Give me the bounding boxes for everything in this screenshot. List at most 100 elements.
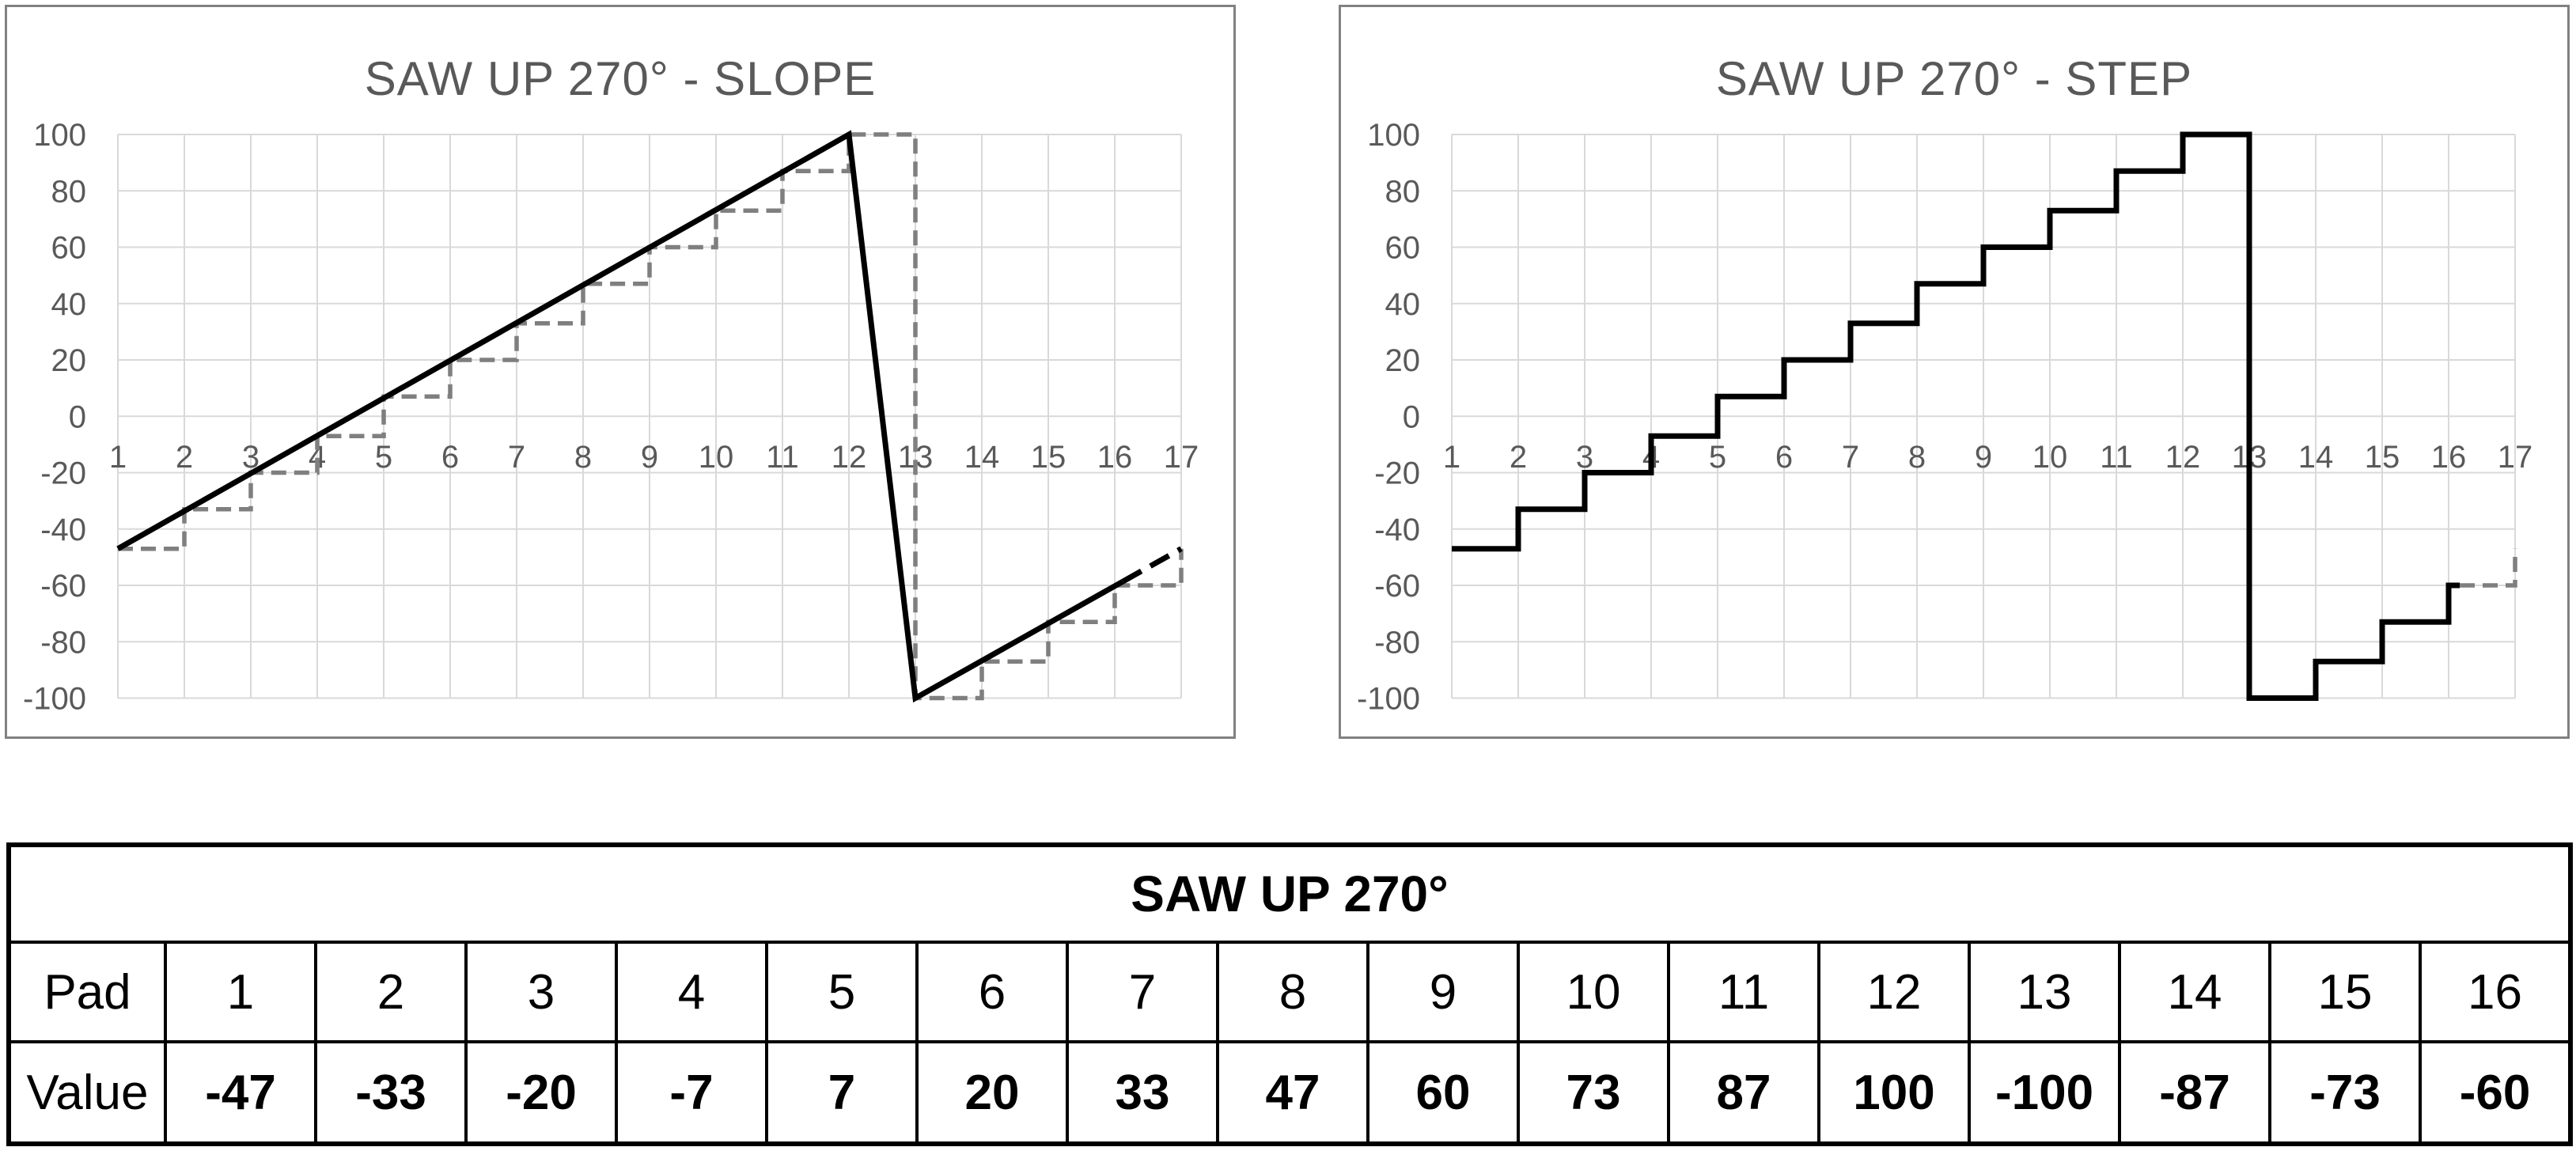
y-tick-label: -100: [1357, 682, 1420, 717]
x-tick-label: 7: [1842, 440, 1859, 475]
value-cell: -47: [164, 1040, 317, 1145]
y-tick-label: -20: [1374, 456, 1420, 491]
pad-row: Pad 1 2 3 4 5 6 7 8 9 10 11 12 13 14 15 16: [7, 941, 2572, 1043]
gridlines: [1451, 134, 2516, 699]
value-cell: 33: [1066, 1040, 1219, 1145]
pad-cell: 11: [1667, 941, 1820, 1043]
x-tick-label: 17: [2498, 440, 2533, 475]
value-cell: 7: [765, 1040, 919, 1145]
pad-cell: 13: [1968, 941, 2121, 1043]
pad-value-table: SAW UP 270° Pad 1 2 3 4 5 6 7 8 9 10 11 12 13 14 15 16 …: [6, 842, 2573, 1146]
x-tick-label: 14: [964, 440, 1000, 475]
value-cell: 47: [1216, 1040, 1369, 1145]
pad-cell: 6: [915, 941, 1069, 1043]
value-row-header: Value: [7, 1040, 167, 1145]
y-axis-labels: 100 80 60 40 20 0 -20 -40 -60 -80 -100: [23, 118, 86, 717]
x-tick-label: 5: [375, 440, 392, 475]
value-cell: -60: [2419, 1040, 2572, 1145]
x-tick-label: 12: [2165, 440, 2201, 475]
pad-cell: 12: [1817, 941, 1971, 1043]
x-tick-label: 1: [109, 440, 127, 475]
y-tick-label: 100: [33, 118, 86, 153]
y-tick-label: -60: [1374, 569, 1420, 604]
value-cell: -33: [314, 1040, 468, 1145]
value-cell: 100: [1817, 1040, 1971, 1145]
x-tick-label: 10: [699, 440, 734, 475]
x-tick-label: 10: [2032, 440, 2068, 475]
x-tick-label: 16: [2431, 440, 2467, 475]
x-tick-label: 9: [1975, 440, 1992, 475]
x-tick-label: 6: [1775, 440, 1793, 475]
x-tick-label: 4: [309, 440, 326, 475]
y-tick-label: -60: [40, 569, 86, 604]
pad-cell: 14: [2118, 941, 2271, 1043]
gridlines: [117, 134, 1182, 699]
pad-cell: 3: [464, 941, 618, 1043]
x-tick-label: 7: [508, 440, 525, 475]
value-cell: 60: [1366, 1040, 1520, 1145]
y-tick-label: 0: [1403, 399, 1420, 434]
y-tick-label: 80: [51, 174, 87, 209]
y-tick-label: -20: [40, 456, 86, 491]
slope-chart: 100 80 60 40 20 0 -20 -40 -60 -80 -100 1 2 3 4 5 6 7 8 9 10 1…: [5, 5, 1236, 739]
x-tick-label: 15: [1031, 440, 1066, 475]
value-cell: 73: [1517, 1040, 1670, 1145]
table-title: SAW UP 270°: [7, 843, 2572, 944]
pad-cell: 9: [1366, 941, 1520, 1043]
x-tick-label: 15: [2365, 440, 2400, 475]
y-tick-label: -80: [1374, 625, 1420, 660]
x-tick-label: 1: [1443, 440, 1460, 475]
pad-cell: 8: [1216, 941, 1369, 1043]
pad-cell: 10: [1517, 941, 1670, 1043]
value-cell: -73: [2268, 1040, 2422, 1145]
y-tick-label: 100: [1367, 118, 1420, 153]
x-tick-label: 9: [641, 440, 658, 475]
y-tick-label: 40: [1385, 287, 1421, 322]
y-tick-label: -40: [40, 513, 86, 547]
y-tick-label: -80: [40, 625, 86, 660]
pad-cell: 5: [765, 941, 919, 1043]
slope-chart-title: SAW UP 270° - SLOPE: [364, 52, 877, 105]
quantized-step-line: [1452, 131, 2460, 701]
step-chart-title: SAW UP 270° - STEP: [1715, 52, 2193, 105]
value-cell: -20: [464, 1040, 618, 1145]
y-tick-label: 0: [69, 399, 86, 434]
pad-cell: 7: [1066, 941, 1219, 1043]
pad-cell: 15: [2268, 941, 2422, 1043]
y-tick-label: 60: [1385, 231, 1421, 266]
value-cell: 20: [915, 1040, 1069, 1145]
x-tick-label: 5: [1709, 440, 1726, 475]
slope-line-dashed-tail: [1121, 546, 1183, 585]
x-tick-label: 3: [242, 440, 259, 475]
value-cell: -100: [1968, 1040, 2121, 1145]
x-tick-label: 17: [1164, 440, 1199, 475]
pad-cell: 1: [164, 941, 317, 1043]
x-tick-label: 16: [1097, 440, 1133, 475]
y-tick-label: -100: [23, 682, 86, 717]
value-row: Value -47 -33 -20 -7 7 20 33 47 60 73 87 100 -100 -87…: [7, 1040, 2572, 1145]
slope-line-solid: [116, 130, 1124, 703]
step-chart: 100 80 60 40 20 0 -20 -40 -60 -80 -100 1 2 3 4 5 6 7 8 9 10 1…: [1339, 5, 2570, 739]
y-tick-label: 60: [51, 231, 87, 266]
y-tick-label: -40: [1374, 513, 1420, 547]
x-tick-label: 14: [2298, 440, 2334, 475]
x-tick-label: 11: [766, 440, 799, 475]
value-cell: -7: [615, 1040, 768, 1145]
x-tick-label: 2: [1510, 440, 1527, 475]
pad-cell: 4: [615, 941, 768, 1043]
y-tick-label: 80: [1385, 174, 1421, 209]
y-tick-label: 20: [51, 343, 87, 378]
value-cell: 87: [1667, 1040, 1820, 1145]
next-cycle-preview-line: [2460, 548, 2517, 588]
pad-cell: 2: [314, 941, 468, 1043]
x-tick-label: 6: [441, 440, 459, 475]
y-tick-label: 40: [51, 287, 87, 322]
x-tick-label: 3: [1576, 440, 1593, 475]
pad-cell: 16: [2419, 941, 2572, 1043]
x-tick-label: 2: [176, 440, 193, 475]
x-axis-labels: 1 2 3 4 5 6 7 8 9 10 11 12 13 14 15 16 17: [1443, 440, 2532, 475]
table-title-row: SAW UP 270°: [7, 843, 2572, 944]
